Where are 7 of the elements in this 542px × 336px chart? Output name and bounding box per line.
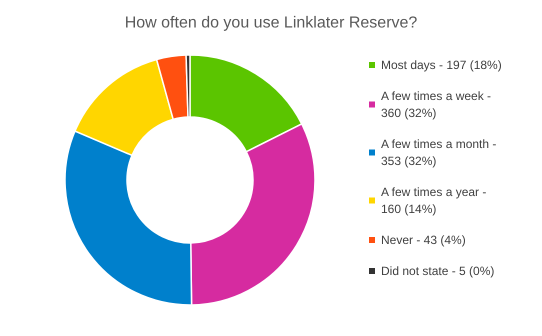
legend-label: A few times a year - 160 (14%) [381, 185, 490, 216]
legend-label: Did not state - 5 (0%) [381, 264, 494, 278]
chart-title: How often do you use Linklater Reserve? [124, 14, 418, 32]
legend-label: A few times a week - 360 (32%) [381, 89, 494, 120]
legend-label: Never - 43 (4%) [381, 233, 466, 247]
legend-label: Most days - 197 (18%) [381, 58, 502, 72]
legend-label: A few times a month - 353 (32%) [381, 137, 500, 168]
